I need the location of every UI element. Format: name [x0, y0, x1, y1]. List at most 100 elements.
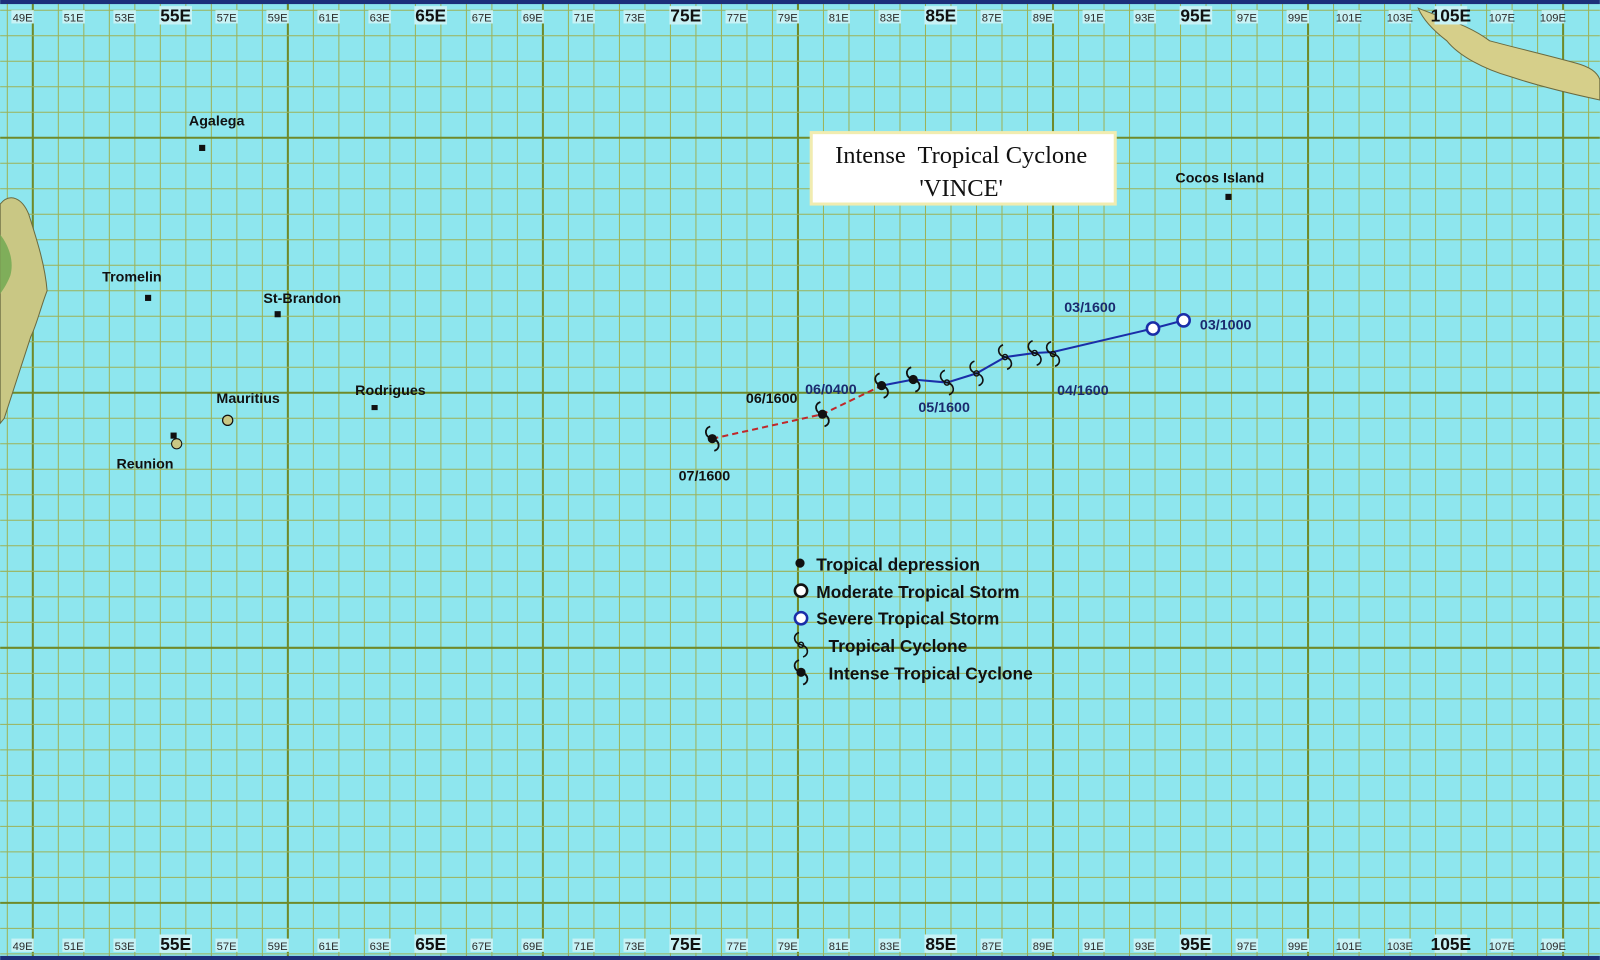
island: [171, 438, 183, 450]
label-background: [878, 10, 901, 24]
longitude-label: 87E: [982, 12, 1002, 24]
longitude-label: 83E: [880, 12, 900, 24]
longitude-label: 97E: [1237, 941, 1257, 953]
longitude-label: 61E: [319, 12, 339, 24]
longitude-label: 79E: [778, 12, 798, 24]
station-marker: [274, 311, 281, 318]
madagascar: [0, 197, 48, 425]
longitude-label: 91E: [1084, 12, 1104, 24]
label-background: [1388, 938, 1412, 952]
label-background: [572, 938, 595, 952]
legend-symbol: [795, 558, 805, 568]
label-background: [470, 10, 493, 24]
longitude-label: 89E: [1033, 12, 1053, 24]
longitude-label: 75E: [670, 934, 701, 954]
longitude-label: 69E: [523, 12, 543, 24]
longitude-label: 95E: [1180, 5, 1211, 25]
label-background: [159, 934, 192, 953]
label-background: [1179, 934, 1213, 953]
longitude-label: 49E: [13, 12, 33, 24]
label-background: [521, 10, 544, 24]
place-label: Agalega: [189, 113, 246, 129]
top-border: [0, 0, 1600, 5]
title-box: [809, 131, 1117, 206]
label-background: [827, 938, 850, 952]
label-background: [776, 938, 799, 952]
place-label: Tromelin: [102, 270, 161, 286]
label-background: [1179, 6, 1213, 25]
label-background: [980, 10, 1004, 24]
longitude-label: 73E: [625, 12, 645, 24]
legend-label: Severe Tropical Storm: [816, 608, 999, 628]
label-background: [1133, 10, 1157, 24]
label-background: [827, 10, 850, 24]
longitude-label: 69E: [523, 941, 543, 953]
legend: Tropical depression Moderate Tropical St…: [793, 554, 1033, 686]
station-marker: [145, 294, 152, 301]
longitude-label: 93E: [1135, 12, 1155, 24]
longitude-label: 101E: [1336, 12, 1362, 24]
legend-symbol: [793, 583, 809, 599]
label-background: [266, 10, 289, 24]
place-label: Reunion: [116, 456, 173, 472]
label-background: [113, 938, 136, 952]
stations: Agalega Tromelin St-Brandon Mauritius Ro…: [102, 113, 1264, 472]
longitude-label: 59E: [268, 941, 288, 953]
label-background: [1434, 934, 1468, 953]
longitude-label: 77E: [727, 12, 747, 24]
longitude-label: 63E: [370, 12, 390, 24]
label-background: [1337, 938, 1361, 952]
track-label: 03/1600: [1064, 300, 1116, 316]
longitude-label: 71E: [574, 12, 594, 24]
longitude-label: 55E: [160, 934, 191, 954]
label-background: [62, 10, 85, 24]
label-background: [980, 938, 1004, 952]
label-background: [1541, 10, 1565, 24]
label-background: [1541, 938, 1565, 952]
track-label: 05/1600: [918, 400, 970, 416]
label-background: [1235, 10, 1259, 24]
longitude-label: 53E: [115, 941, 135, 953]
label-background: [1082, 938, 1106, 952]
longitude-label: 59E: [268, 12, 288, 24]
label-background: [1337, 10, 1361, 24]
longitude-label: 103E: [1387, 12, 1413, 24]
longitude-label: 101E: [1336, 941, 1362, 953]
label-background: [623, 938, 646, 952]
label-background: [414, 6, 448, 25]
longitude-label: 57E: [217, 12, 237, 24]
label-background: [159, 6, 192, 25]
label-background: [317, 10, 340, 24]
longitude-label: 109E: [1540, 12, 1566, 24]
label-background: [1286, 938, 1310, 952]
label-background: [317, 938, 340, 952]
label-background: [669, 6, 703, 25]
station-marker: [170, 432, 177, 439]
label-background: [113, 10, 136, 24]
longitude-label: 51E: [64, 941, 84, 953]
longitude-label: 99E: [1288, 12, 1308, 24]
label-background: [1082, 10, 1106, 24]
label-background: [776, 10, 799, 24]
severe-storm-point: [1145, 321, 1161, 336]
legend-symbol: [793, 610, 809, 626]
title-line-1: Intense Tropical Cyclone: [835, 142, 1087, 169]
longitude-label: 71E: [574, 941, 594, 953]
label-background: [878, 938, 901, 952]
label-background: [414, 934, 448, 953]
bottom-border: [0, 955, 1600, 960]
label-background: [924, 934, 958, 953]
longitude-label: 79E: [778, 941, 798, 953]
label-background: [623, 10, 646, 24]
track-label: 04/1600: [1057, 383, 1109, 399]
longitude-label: 81E: [829, 941, 849, 953]
track-label: 06/0400: [805, 382, 857, 398]
cyclone-track: 03/1000 03/1600 04/1600 05/1600 06/0400 …: [679, 300, 1252, 484]
label-background: [1388, 10, 1412, 24]
track-label: 03/1000: [1200, 318, 1252, 334]
label-background: [1133, 938, 1157, 952]
longitude-label: 107E: [1489, 941, 1515, 953]
label-background: [215, 938, 238, 952]
